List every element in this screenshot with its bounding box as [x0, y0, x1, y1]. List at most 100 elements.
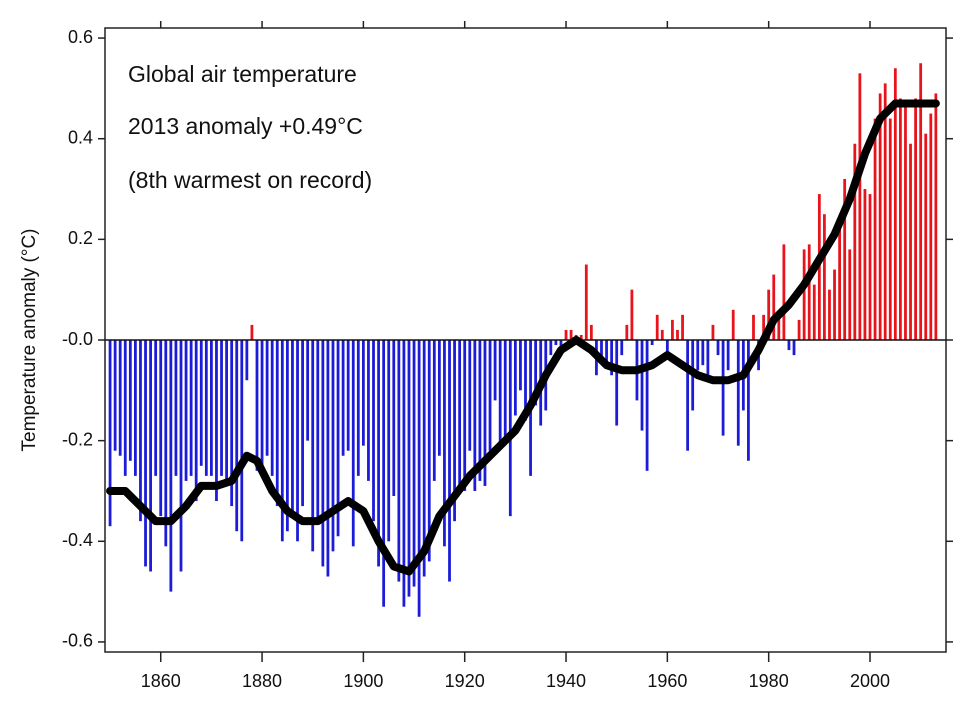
bar — [154, 340, 158, 476]
bar — [498, 340, 502, 446]
bar — [346, 340, 350, 451]
bar — [868, 194, 872, 340]
bar — [610, 340, 614, 376]
bar — [600, 340, 603, 361]
bar — [144, 340, 147, 567]
bar — [534, 340, 538, 406]
bar — [671, 319, 674, 340]
bar — [802, 249, 806, 340]
bar — [209, 340, 213, 476]
bar — [301, 340, 304, 507]
x-tick-label: 1940 — [546, 671, 586, 691]
bar — [823, 214, 826, 340]
bar — [240, 340, 244, 542]
bar — [863, 189, 867, 340]
bar — [828, 289, 831, 340]
bar — [291, 340, 294, 517]
bar — [220, 340, 223, 476]
bar — [792, 340, 796, 356]
bar — [747, 340, 750, 461]
bar — [437, 340, 441, 456]
bar — [473, 340, 477, 491]
bar — [858, 73, 862, 341]
y-tick-label: 0.4 — [68, 127, 93, 147]
bar — [721, 340, 725, 436]
bar — [893, 68, 897, 341]
bar — [888, 118, 892, 340]
bar — [934, 93, 938, 340]
bar — [377, 340, 380, 567]
bar — [483, 340, 487, 486]
bar — [676, 329, 679, 340]
bar — [929, 113, 933, 340]
bar — [615, 340, 619, 426]
bar — [589, 324, 593, 340]
x-tick-label: 1960 — [647, 671, 687, 691]
x-tick-label: 1920 — [445, 671, 485, 691]
x-tick-label: 1860 — [141, 671, 181, 691]
bar — [605, 340, 608, 366]
x-tick-label: 1900 — [343, 671, 383, 691]
bar — [118, 340, 122, 456]
bar — [134, 340, 137, 476]
bar — [665, 340, 669, 356]
annotation: Global air temperature — [128, 61, 357, 87]
bar — [524, 340, 527, 421]
bar — [382, 340, 386, 607]
y-tick-label: -0.2 — [62, 429, 93, 449]
bar — [848, 249, 852, 340]
x-tick-label: 1880 — [242, 671, 282, 691]
y-axis-label: Temperature anomaly (°C) — [19, 228, 40, 451]
bar — [752, 314, 755, 340]
bar — [681, 314, 684, 340]
bar — [711, 324, 715, 340]
bar — [645, 340, 649, 471]
bar — [458, 340, 462, 491]
bar — [113, 340, 117, 451]
bar — [549, 340, 553, 356]
bar — [351, 340, 355, 547]
bar — [235, 340, 239, 532]
bar — [569, 329, 573, 340]
bar — [199, 340, 203, 466]
bar — [397, 340, 401, 582]
bar — [174, 340, 178, 476]
bar — [736, 340, 740, 446]
bar — [731, 309, 735, 340]
bar — [782, 244, 786, 340]
bar — [630, 289, 634, 340]
bar — [787, 340, 791, 351]
bar — [640, 340, 644, 431]
bar — [432, 340, 436, 481]
bar — [443, 340, 446, 547]
bar — [625, 324, 629, 340]
bar — [873, 118, 877, 340]
bar — [843, 178, 847, 340]
bar — [427, 340, 431, 562]
bar — [270, 340, 274, 476]
bar — [255, 340, 259, 471]
bar — [777, 314, 781, 340]
bar — [407, 340, 411, 597]
bar — [579, 334, 583, 340]
bar — [807, 244, 811, 340]
bar — [356, 340, 360, 476]
bar — [620, 340, 624, 356]
bar — [225, 340, 228, 481]
y-tick-label: -0.4 — [62, 530, 93, 550]
annotation: (8th warmest on record) — [128, 167, 372, 193]
bar — [392, 340, 396, 496]
bar — [812, 284, 816, 340]
bar — [372, 340, 375, 522]
bar — [696, 340, 700, 371]
bar — [493, 340, 497, 401]
bar — [478, 340, 482, 481]
annotation: 2013 anomaly +0.49°C — [128, 113, 363, 139]
bar — [767, 289, 771, 340]
bar — [883, 83, 887, 341]
bar — [189, 340, 193, 476]
bar — [726, 340, 730, 371]
bar — [321, 340, 325, 567]
